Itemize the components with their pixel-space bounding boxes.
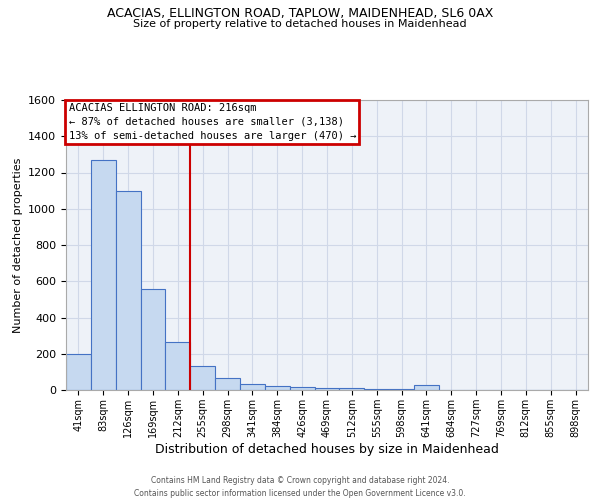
Text: ACACIAS ELLINGTON ROAD: 216sqm
← 87% of detached houses are smaller (3,138)
13% : ACACIAS ELLINGTON ROAD: 216sqm ← 87% of … [68,103,356,141]
Bar [389,389,414,390]
Bar [240,384,265,390]
Bar [116,190,140,390]
Bar [91,160,116,390]
Bar [364,389,389,390]
Bar [290,388,314,390]
Bar [314,388,340,390]
Bar [140,290,166,390]
Text: Contains HM Land Registry data © Crown copyright and database right 2024.
Contai: Contains HM Land Registry data © Crown c… [134,476,466,498]
Text: ACACIAS, ELLINGTON ROAD, TAPLOW, MAIDENHEAD, SL6 0AX: ACACIAS, ELLINGTON ROAD, TAPLOW, MAIDENH… [107,8,493,20]
Y-axis label: Number of detached properties: Number of detached properties [13,158,23,332]
Bar [215,378,240,390]
Bar [190,366,215,390]
Bar [66,354,91,390]
X-axis label: Distribution of detached houses by size in Maidenhead: Distribution of detached houses by size … [155,442,499,456]
Bar [414,386,439,390]
Bar [166,342,190,390]
Bar [265,386,290,390]
Bar [340,388,364,390]
Text: Size of property relative to detached houses in Maidenhead: Size of property relative to detached ho… [133,19,467,29]
